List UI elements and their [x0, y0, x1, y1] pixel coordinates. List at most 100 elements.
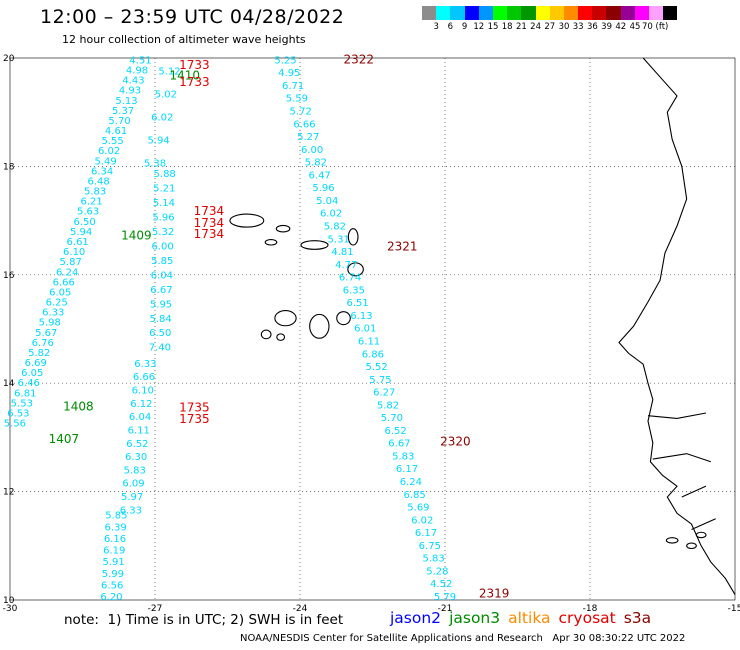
legend-tick-label: 18 — [501, 22, 513, 32]
island-outline — [336, 311, 351, 326]
legend-swatch — [422, 6, 437, 20]
wave-height-label: 5.37 — [112, 106, 134, 117]
wave-height-label: 5.94 — [70, 227, 92, 238]
legend-swatch — [592, 6, 607, 20]
legend-swatch — [535, 6, 550, 20]
legend-swatch — [478, 6, 493, 20]
lon-tick-label: -18 — [583, 604, 598, 614]
satellite-label: jason3 — [449, 609, 501, 627]
wave-height-label: 6.00 — [301, 145, 323, 156]
satellite-label: cryosat — [558, 609, 616, 627]
wave-height-label: 4.52 — [430, 579, 452, 590]
altimeter-tracks: 4.514.984.434.935.135.375.704.615.556.02… — [4, 55, 456, 603]
wave-height-label: 6.33 — [42, 308, 64, 319]
island-outline — [260, 329, 272, 340]
wave-height-label: 5.12 — [158, 66, 180, 77]
wave-height-label: 5.04 — [316, 196, 338, 207]
wave-height-label: 6.76 — [32, 338, 54, 349]
wave-height-label: 5.59 — [286, 94, 308, 105]
wave-height-label: 6.51 — [347, 298, 369, 309]
legend-swatch — [521, 6, 536, 20]
legend-tick-label: 21 — [515, 22, 527, 32]
lat-tick-label: 10 — [3, 596, 15, 606]
wave-height-label: 5.28 — [426, 566, 448, 577]
wave-height-label: 4.93 — [119, 86, 141, 97]
pass-time-label: 2322 — [344, 52, 375, 66]
island-outline — [695, 531, 707, 539]
wave-height-label: 5.52 — [366, 362, 388, 373]
wave-height-label: 5.31 — [328, 234, 350, 245]
wave-height-label: 6.48 — [87, 176, 109, 187]
island-outline — [274, 310, 297, 327]
wave-height-label: 6.00 — [152, 242, 174, 253]
wave-height-label: 5.70 — [381, 413, 403, 424]
wave-height-label: 5.91 — [102, 557, 124, 568]
wave-height-label: 6.02 — [320, 209, 342, 220]
wave-height-label: 6.10 — [132, 386, 154, 397]
wave-height-label: 4.61 — [105, 126, 127, 137]
wave-height-label: 6.74 — [339, 273, 361, 284]
wave-height-label: 5.13 — [115, 96, 137, 107]
graticule — [10, 58, 735, 600]
africa-coast — [618, 57, 736, 595]
wave-height-label: 5.97 — [121, 492, 143, 503]
wave-height-label: 6.21 — [80, 197, 102, 208]
satellite-key: jason2 jason3 altika cryosat s3a — [390, 609, 659, 627]
lat-tick-label: 20 — [3, 54, 15, 64]
wave-height-label: 5.56 — [4, 419, 26, 430]
wave-height-label: 5.83 — [422, 554, 444, 565]
wave-height-label: 5.70 — [108, 116, 130, 127]
legend-swatch — [492, 6, 508, 20]
wave-height-label: 6.61 — [67, 237, 89, 248]
wave-height-label: 5.53 — [11, 398, 33, 409]
wave-height-label: 5.72 — [290, 107, 312, 118]
wave-height-label: 5.02 — [155, 89, 177, 100]
wave-height-label: 5.83 — [84, 187, 106, 198]
satellite-label: s3a — [623, 609, 652, 627]
lat-tick-label: 18 — [3, 162, 15, 172]
legend-swatch — [606, 6, 621, 20]
wave-height-label: 6.66 — [293, 119, 315, 130]
lat-tick-label: 14 — [3, 379, 15, 389]
wave-height-label: 6.52 — [126, 439, 148, 450]
wave-height-label: 6.04 — [129, 412, 151, 423]
pass-time-label: 1735 — [179, 412, 210, 426]
wave-height-label: 4.81 — [331, 247, 353, 258]
island-outline — [275, 224, 291, 233]
wave-height-label: 5.96 — [152, 213, 174, 224]
wave-height-label: 6.66 — [133, 372, 155, 383]
legend-swatch — [563, 6, 579, 20]
wave-height-label: 5.96 — [312, 183, 334, 194]
wave-height-label: 5.32 — [152, 227, 174, 238]
wave-height-label: 4.43 — [122, 76, 144, 87]
wave-height-label: 6.47 — [309, 170, 331, 181]
legend-swatch — [620, 6, 635, 20]
legend-swatch — [649, 6, 664, 20]
pass-time-label: 2320 — [440, 435, 471, 449]
wave-height-label: 6.02 — [151, 112, 173, 123]
legend-tick-label: 27 — [544, 22, 556, 32]
legend-swatch — [464, 6, 479, 20]
wave-height-label: 5.79 — [434, 592, 456, 603]
coastline — [229, 57, 736, 595]
pass-time-label: 1407 — [49, 432, 80, 446]
wave-height-label: 5.63 — [77, 207, 99, 218]
pass-time-label: 1409 — [121, 229, 152, 243]
pass-time-label: 1410 — [170, 69, 201, 83]
wave-height-label: 4.77 — [335, 260, 357, 271]
wave-height-label: 7.40 — [149, 343, 171, 354]
wave-height-label: 6.10 — [63, 247, 85, 258]
wave-height-label: 6.39 — [105, 522, 127, 533]
wave-height-label: 5.83 — [124, 465, 146, 476]
island-outline — [264, 239, 278, 246]
page-subtitle: 12 hour collection of altimeter wave hei… — [62, 33, 306, 46]
wave-height-label: 6.13 — [350, 311, 372, 322]
pass-time-label: 2321 — [387, 239, 418, 253]
wave-height-label: 6.24 — [56, 267, 78, 278]
legend-tick-label: 30 — [558, 22, 570, 32]
wave-height-label: 6.27 — [373, 388, 395, 399]
wave-height-label: 6.09 — [122, 479, 144, 490]
island-outline — [300, 240, 329, 250]
wave-height-label: 6.71 — [282, 81, 304, 92]
